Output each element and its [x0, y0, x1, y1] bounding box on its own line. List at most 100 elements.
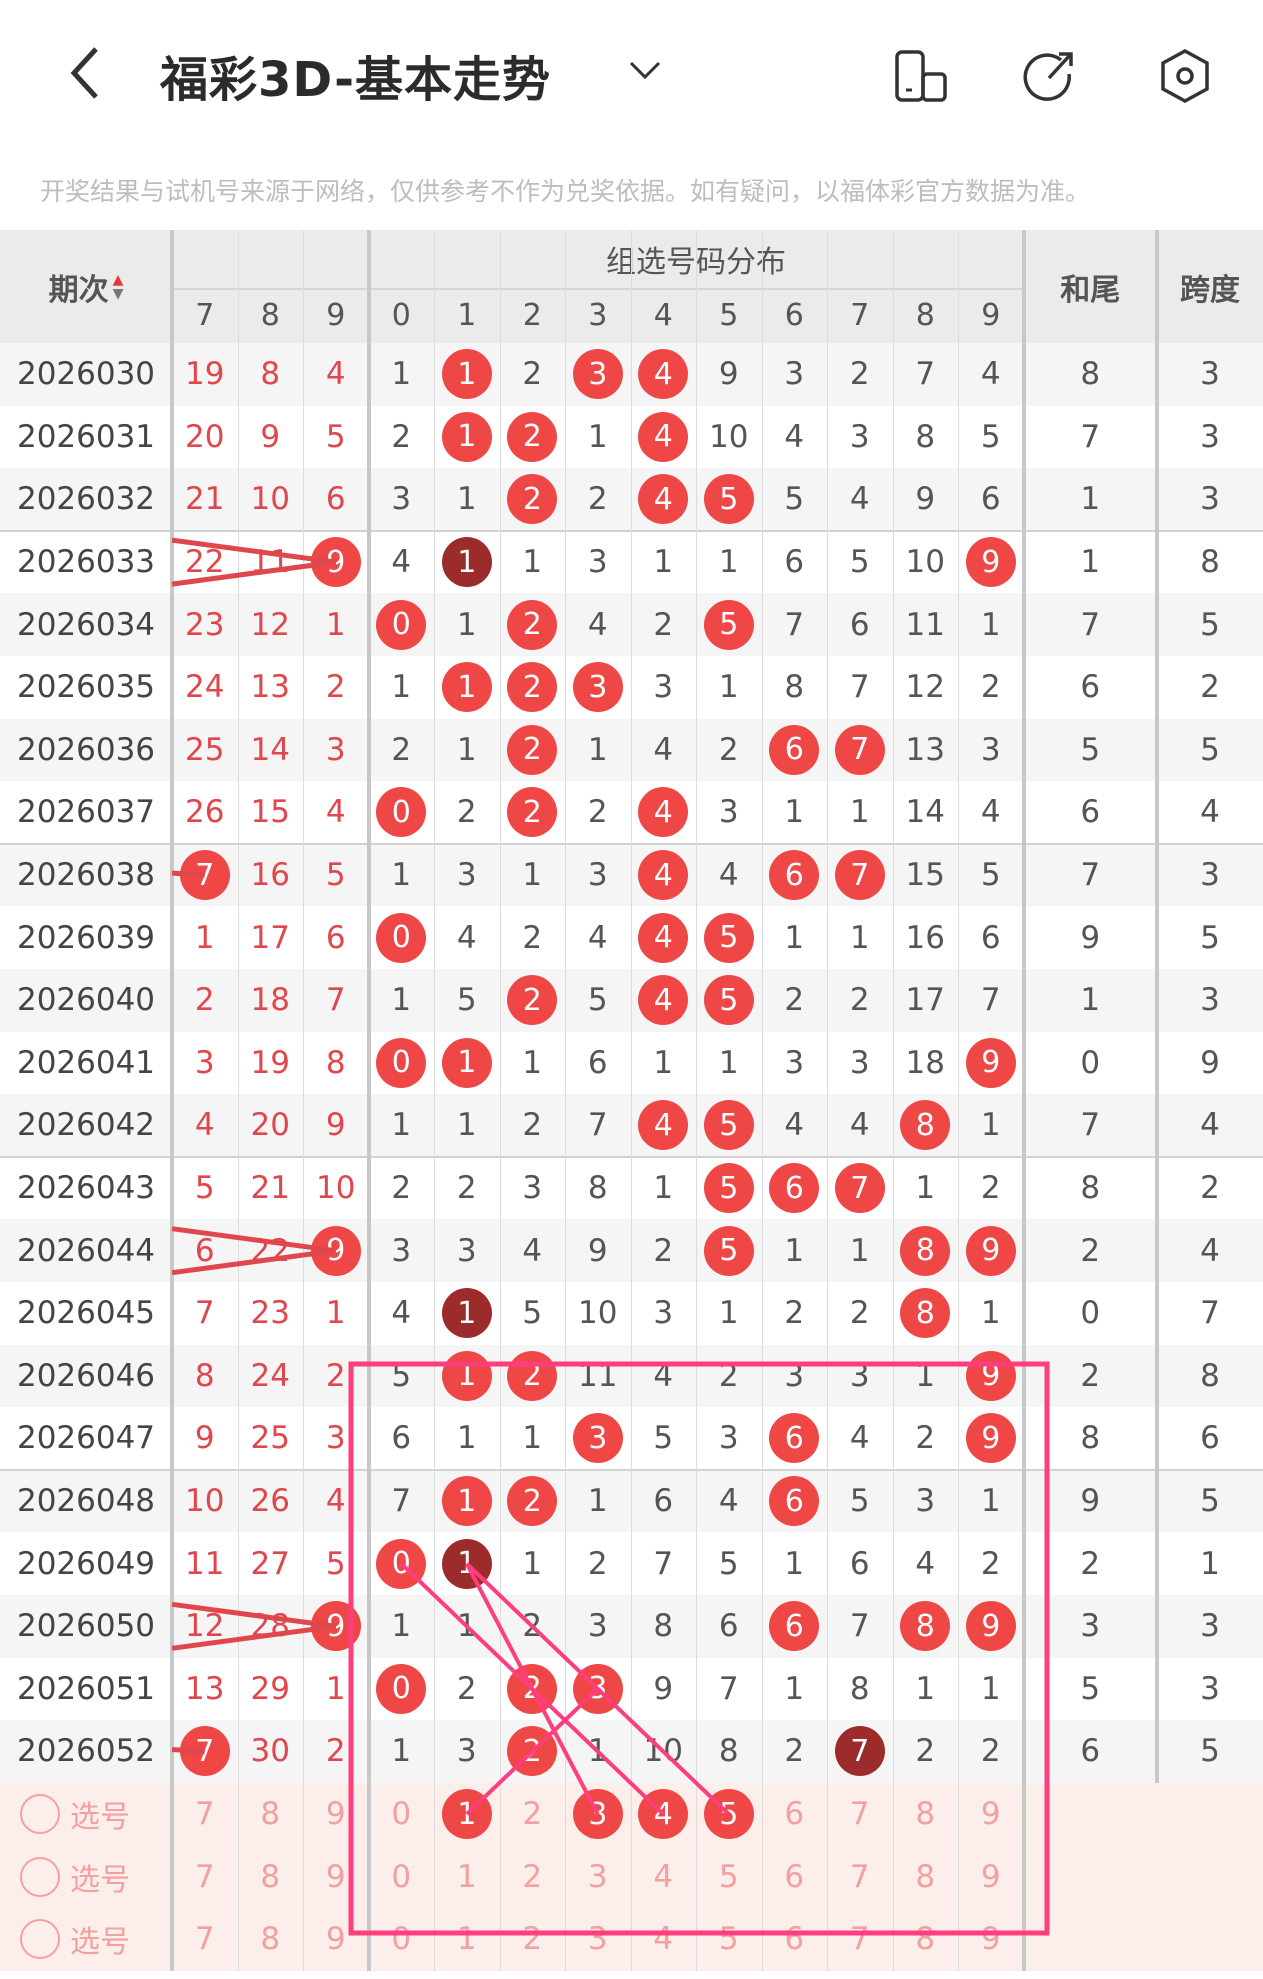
selected-ball[interactable]: 3 [572, 1789, 623, 1840]
select-digit[interactable]: 7 [194, 1858, 215, 1895]
distribution-cell: 2 [784, 1733, 805, 1770]
miss-cell: 15 [250, 794, 290, 831]
hewei-cell: 3 [1080, 1608, 1101, 1645]
table-row [0, 656, 1263, 719]
select-digit[interactable]: 6 [784, 1796, 805, 1833]
hit-ball: 2 [507, 662, 558, 713]
kuadu-cell: 2 [1200, 1170, 1220, 1207]
distribution-cell: 1 [784, 1232, 805, 1269]
miss-cell: 21 [250, 1170, 290, 1207]
select-digit[interactable]: 5 [718, 1921, 739, 1958]
miss-cell: 13 [250, 669, 290, 706]
period-cell: 2026049 [16, 1545, 156, 1582]
select-digit[interactable]: 5 [718, 1858, 739, 1895]
select-digit[interactable]: 0 [391, 1796, 412, 1833]
radio-circle-icon[interactable] [20, 1919, 60, 1960]
distribution-cell: 1 [653, 544, 674, 581]
distribution-cell: 1 [784, 794, 805, 831]
distribution-cell: 2 [849, 1295, 870, 1332]
distribution-cell: 3 [565, 1658, 631, 1721]
distribution-cell: 2 [500, 781, 566, 844]
select-digit[interactable]: 2 [522, 1858, 543, 1895]
select-digit[interactable]: 1 [434, 1783, 500, 1846]
select-digit[interactable]: 8 [260, 1858, 281, 1895]
selected-ball[interactable]: 1 [441, 1789, 492, 1840]
distribution-cell: 6 [718, 1608, 739, 1645]
distribution-cell: 4 [980, 356, 1001, 393]
select-digit[interactable]: 4 [653, 1921, 674, 1958]
phone-rotate-button[interactable] [893, 48, 949, 104]
select-digit[interactable]: 9 [325, 1858, 346, 1895]
hit-ball: 6 [769, 1163, 820, 1214]
select-digit[interactable]: 0 [391, 1858, 412, 1895]
select-digit[interactable]: 2 [522, 1796, 543, 1833]
select-digit[interactable]: 9 [980, 1858, 1001, 1895]
radio-circle-icon[interactable] [20, 1794, 60, 1835]
select-digit[interactable]: 7 [194, 1796, 215, 1833]
select-digit[interactable]: 8 [260, 1796, 281, 1833]
selected-ball[interactable]: 4 [638, 1789, 689, 1840]
select-digit[interactable]: 8 [915, 1796, 936, 1833]
select-digit[interactable]: 4 [631, 1783, 697, 1846]
select-digit[interactable]: 6 [784, 1921, 805, 1958]
title-dropdown-button[interactable] [625, 55, 665, 85]
select-digit[interactable]: 3 [587, 1858, 608, 1895]
select-row-toggle[interactable]: 选号 [0, 1783, 172, 1846]
table-row [0, 906, 1263, 969]
select-digit[interactable]: 4 [653, 1858, 674, 1895]
distribution-cell: 8 [893, 1219, 959, 1282]
distribution-cell: 3 [784, 356, 805, 393]
select-digit[interactable]: 8 [260, 1921, 281, 1958]
distribution-cell: 1 [718, 669, 739, 706]
distribution-cell: 3 [391, 1232, 412, 1269]
select-digit[interactable]: 0 [391, 1921, 412, 1958]
hit-ball: 9 [310, 1601, 361, 1652]
select-digit[interactable]: 1 [456, 1858, 477, 1895]
column-divider [696, 230, 697, 1971]
miss-cell: 23 [185, 606, 225, 643]
hit-ball: 2 [507, 787, 558, 838]
select-digit[interactable]: 9 [325, 1796, 346, 1833]
select-digit[interactable]: 9 [980, 1921, 1001, 1958]
distribution-cell: 1 [849, 919, 870, 956]
select-digit[interactable]: 7 [194, 1921, 215, 1958]
select-digit[interactable]: 7 [849, 1921, 870, 1958]
miss-cell: 18 [250, 982, 290, 1019]
miss-cell: 7 [325, 982, 346, 1019]
distribution-cell: 2 [456, 1170, 477, 1207]
select-row-toggle[interactable]: 选号 [0, 1908, 172, 1971]
hit-ball: 3 [572, 1413, 623, 1464]
select-digit[interactable]: 8 [915, 1858, 936, 1895]
select-digit[interactable]: 8 [915, 1921, 936, 1958]
page-title[interactable]: 福彩3D-基本走势 [160, 52, 552, 108]
left-group-header [172, 230, 369, 288]
select-digit[interactable]: 6 [784, 1858, 805, 1895]
select-digit[interactable]: 1 [456, 1921, 477, 1958]
share-button[interactable] [1021, 48, 1077, 104]
selected-ball[interactable]: 5 [703, 1789, 754, 1840]
hit-ball: 3 [572, 1663, 623, 1714]
select-digit[interactable]: 7 [849, 1796, 870, 1833]
section-divider [366, 230, 371, 1971]
select-digit[interactable]: 3 [565, 1783, 631, 1846]
chevron-left-icon [70, 47, 98, 99]
miss-cell: 2 [194, 982, 215, 1019]
miss-cell: 21 [185, 481, 225, 518]
select-digit[interactable]: 3 [587, 1921, 608, 1958]
select-digit[interactable]: 2 [522, 1921, 543, 1958]
miss-cell: 9 [303, 1595, 369, 1658]
select-row-toggle[interactable]: 选号 [0, 1845, 172, 1908]
back-button[interactable] [60, 45, 110, 101]
select-digit[interactable]: 9 [980, 1796, 1001, 1833]
hit-ball: 9 [965, 537, 1016, 588]
select-digit[interactable]: 7 [849, 1858, 870, 1895]
select-digit[interactable]: 5 [696, 1783, 762, 1846]
settings-button[interactable] [1157, 48, 1213, 104]
sort-period-header[interactable]: 期次 ▲ ▼ [0, 230, 172, 343]
radio-circle-icon[interactable] [20, 1856, 60, 1897]
select-digit[interactable]: 9 [325, 1921, 346, 1958]
kuadu-cell: 3 [1200, 418, 1220, 455]
distribution-cell: 4 [631, 468, 697, 531]
miss-cell: 2 [325, 1733, 346, 1770]
distribution-cell: 3 [784, 1044, 805, 1081]
